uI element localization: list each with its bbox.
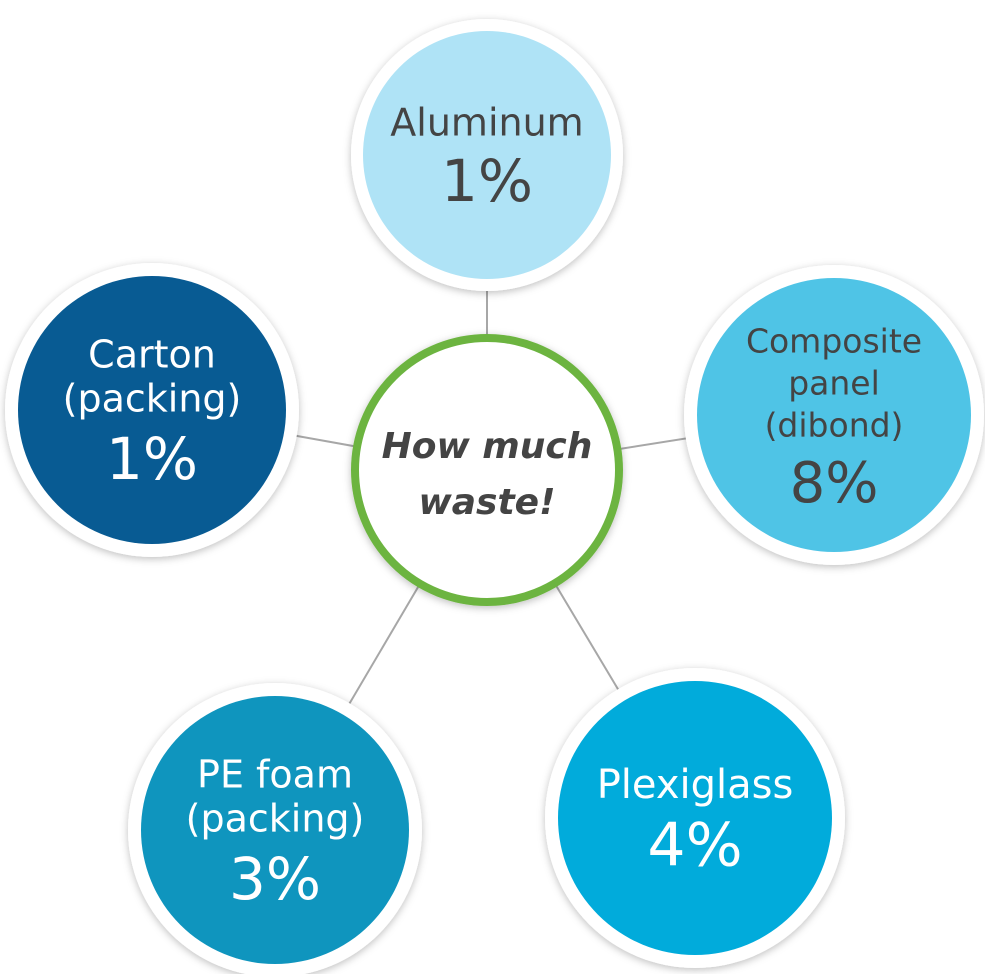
center-node: How much waste! — [351, 334, 623, 606]
node-label: Composite — [746, 322, 922, 361]
node-label: (dibond) — [765, 406, 904, 445]
node-value: 4% — [647, 811, 742, 881]
node-label: panel — [788, 364, 880, 403]
node-label: (packing) — [186, 797, 365, 841]
node-value: 3% — [229, 845, 321, 913]
node-circle — [363, 31, 611, 279]
node-circle — [141, 696, 409, 964]
node: PE foam(packing)3% — [128, 683, 422, 974]
node-label: Plexiglass — [597, 762, 794, 808]
node-label: PE foam — [197, 753, 353, 797]
center-label: How much — [382, 426, 593, 467]
node-circle — [18, 276, 286, 544]
circles: Aluminum1%Compositepanel(dibond)8%Plexig… — [5, 19, 984, 974]
node-label: Aluminum — [390, 101, 583, 145]
node-value: 1% — [106, 425, 198, 493]
node-circle — [558, 681, 832, 955]
center-circle — [351, 334, 623, 606]
node-label: Carton — [88, 333, 216, 377]
node-circle — [697, 278, 971, 552]
center-label: waste! — [418, 482, 555, 523]
node-value: 8% — [790, 451, 879, 516]
node: Carton(packing)1% — [5, 263, 299, 557]
node-label: (packing) — [63, 377, 242, 421]
node-value: 1% — [441, 147, 533, 215]
